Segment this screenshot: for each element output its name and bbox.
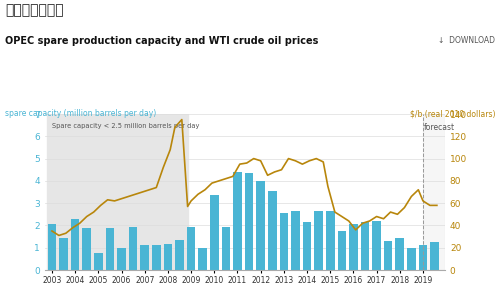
- Bar: [187, 226, 196, 270]
- Bar: [140, 245, 149, 270]
- Bar: [314, 211, 323, 270]
- Bar: [198, 248, 207, 270]
- Bar: [245, 173, 254, 270]
- Bar: [129, 226, 138, 270]
- Bar: [423, 114, 445, 270]
- Bar: [233, 172, 242, 270]
- Text: ↓  DOWNLOAD: ↓ DOWNLOAD: [438, 36, 495, 45]
- Bar: [338, 231, 346, 270]
- Bar: [280, 213, 288, 270]
- Bar: [349, 224, 358, 270]
- Text: OPEC spare production capacity and WTI crude oil prices: OPEC spare production capacity and WTI c…: [5, 36, 318, 46]
- Bar: [384, 241, 392, 270]
- Bar: [268, 191, 276, 270]
- Bar: [106, 228, 114, 270]
- Bar: [302, 222, 312, 270]
- Bar: [94, 253, 102, 270]
- Bar: [60, 238, 68, 270]
- Text: spare capacity (million barrels per day): spare capacity (million barrels per day): [5, 110, 156, 118]
- Text: Spare capacity < 2.5 million barrels per day: Spare capacity < 2.5 million barrels per…: [52, 123, 200, 129]
- Bar: [48, 114, 188, 270]
- Text: $/b (real 2010 dollars): $/b (real 2010 dollars): [410, 110, 495, 118]
- Bar: [326, 211, 334, 270]
- Text: forecast: forecast: [424, 123, 456, 132]
- Bar: [418, 245, 428, 270]
- Bar: [360, 222, 370, 270]
- Bar: [291, 211, 300, 270]
- Bar: [407, 248, 416, 270]
- Bar: [175, 240, 184, 270]
- Bar: [71, 219, 80, 270]
- Bar: [372, 221, 381, 270]
- Text: 价格上涨的能力: 价格上涨的能力: [5, 3, 64, 17]
- Bar: [256, 181, 265, 270]
- Bar: [164, 244, 172, 270]
- Bar: [48, 224, 56, 270]
- Bar: [82, 228, 91, 270]
- Bar: [430, 242, 439, 270]
- Bar: [396, 238, 404, 270]
- Bar: [222, 226, 230, 270]
- Bar: [210, 195, 218, 270]
- Bar: [152, 245, 160, 270]
- Bar: [117, 248, 126, 270]
